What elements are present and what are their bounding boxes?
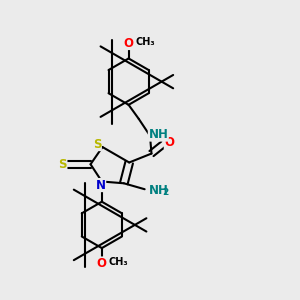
Text: S: S	[93, 138, 101, 151]
Text: O: O	[124, 37, 134, 50]
Text: NH: NH	[149, 184, 169, 197]
Text: O: O	[97, 257, 107, 270]
Text: CH₃: CH₃	[135, 37, 155, 46]
Text: NH: NH	[148, 128, 168, 141]
Text: O: O	[164, 136, 174, 149]
Text: 2: 2	[162, 188, 168, 197]
Text: S: S	[58, 158, 67, 171]
Text: CH₃: CH₃	[108, 257, 128, 267]
Text: N: N	[96, 178, 106, 192]
